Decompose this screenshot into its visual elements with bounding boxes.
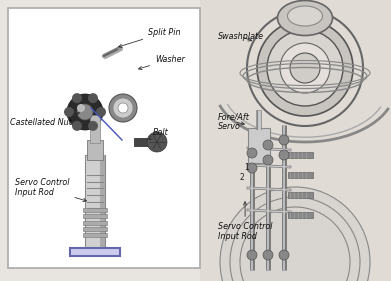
Bar <box>8 8 200 268</box>
Bar <box>85 155 105 248</box>
Bar <box>288 172 313 178</box>
Circle shape <box>67 94 103 130</box>
Circle shape <box>247 10 363 126</box>
Circle shape <box>279 250 289 260</box>
Text: Servo Control
Input Rod: Servo Control Input Rod <box>218 202 273 241</box>
Ellipse shape <box>287 6 323 26</box>
Text: Washer: Washer <box>138 55 185 70</box>
Circle shape <box>247 250 257 260</box>
Circle shape <box>220 187 370 281</box>
Circle shape <box>279 150 289 160</box>
Bar <box>83 233 107 237</box>
Circle shape <box>247 163 257 173</box>
Text: Split Pin: Split Pin <box>118 28 181 47</box>
Circle shape <box>267 30 343 106</box>
Text: Castellated Nut: Castellated Nut <box>10 112 79 127</box>
Bar <box>200 0 391 281</box>
Bar <box>288 152 313 158</box>
Bar <box>248 128 270 163</box>
Circle shape <box>72 121 82 131</box>
Circle shape <box>77 104 85 112</box>
Circle shape <box>64 107 74 117</box>
Bar <box>288 192 313 198</box>
Bar <box>70 248 120 256</box>
Bar <box>83 221 107 225</box>
Bar <box>83 227 107 231</box>
Bar <box>83 208 107 212</box>
Circle shape <box>96 107 106 117</box>
Circle shape <box>257 20 353 116</box>
Circle shape <box>247 148 257 158</box>
Circle shape <box>118 103 128 113</box>
Circle shape <box>290 53 320 83</box>
Bar <box>288 212 313 218</box>
Circle shape <box>279 135 289 145</box>
Circle shape <box>263 250 273 260</box>
Bar <box>83 214 107 218</box>
Bar <box>100 155 105 248</box>
Bar <box>90 115 100 143</box>
Circle shape <box>147 132 167 152</box>
Circle shape <box>263 155 273 165</box>
Bar <box>87 140 103 160</box>
Circle shape <box>88 93 98 103</box>
Text: Bolt: Bolt <box>149 128 169 140</box>
Circle shape <box>88 121 98 131</box>
Circle shape <box>72 93 82 103</box>
Circle shape <box>113 98 133 118</box>
Bar <box>134 138 154 146</box>
Text: 1: 1 <box>244 164 249 173</box>
Text: Servo Control
Input Rod: Servo Control Input Rod <box>15 178 86 201</box>
Circle shape <box>280 43 330 93</box>
Ellipse shape <box>278 1 332 35</box>
Text: 2: 2 <box>240 173 245 182</box>
Text: Fore/Aft
Servo: Fore/Aft Servo <box>218 112 250 132</box>
Circle shape <box>109 94 137 122</box>
Text: Swashplate: Swashplate <box>218 32 264 41</box>
Circle shape <box>263 140 273 150</box>
Circle shape <box>77 104 93 120</box>
